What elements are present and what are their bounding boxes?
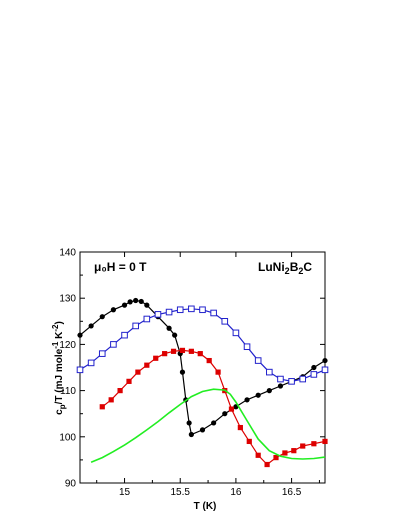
data-point — [98, 350, 106, 357]
data-point — [132, 322, 139, 330]
y-axis-title: cp/T (mJ mole-1 K-2) — [51, 321, 67, 415]
data-point — [87, 359, 95, 367]
data-point — [222, 411, 228, 417]
series-3 — [90, 388, 326, 463]
x-tick-label: 15.5 — [170, 487, 190, 498]
data-point — [188, 431, 194, 438]
data-point — [215, 369, 221, 375]
data-point — [210, 309, 217, 317]
data-point — [246, 438, 252, 445]
data-point — [232, 329, 240, 337]
data-point — [199, 427, 206, 433]
data-point — [127, 299, 133, 305]
data-point — [138, 298, 144, 305]
data-point — [255, 452, 261, 458]
data-point — [117, 388, 123, 394]
plot-frame — [79, 251, 326, 484]
data-point — [126, 378, 132, 384]
field-annotation: μ₀H = 0 T — [94, 260, 147, 274]
data-point — [264, 461, 270, 468]
x-tick-label: 15 — [119, 487, 131, 498]
data-point — [186, 420, 192, 426]
data-point — [288, 378, 295, 385]
y-tick-label: 110 — [60, 386, 76, 397]
data-point — [237, 424, 243, 431]
data-point — [133, 297, 139, 304]
data-point — [179, 369, 186, 375]
data-point — [282, 450, 288, 456]
data-point — [166, 325, 172, 331]
x-tick-label: 16 — [230, 487, 242, 498]
data-point — [135, 369, 141, 375]
plot-series — [76, 297, 329, 468]
y-tick-label: 120 — [59, 340, 76, 351]
data-point — [299, 375, 307, 383]
data-point — [188, 348, 194, 354]
y-tick-label: 140 — [59, 248, 76, 259]
data-point — [197, 351, 203, 357]
compound-annotation: LuNi2B2C — [258, 260, 312, 276]
series-1 — [76, 305, 329, 385]
y-tick-label: 130 — [59, 294, 76, 305]
data-point — [322, 438, 328, 445]
x-tick-label: 16.5 — [282, 487, 302, 498]
data-point — [221, 318, 229, 325]
data-point — [300, 443, 306, 449]
x-axis-title: T (K) — [194, 501, 217, 512]
data-point — [108, 397, 114, 403]
series-line — [90, 388, 326, 463]
data-point — [144, 362, 150, 368]
data-point — [162, 351, 168, 357]
data-point — [254, 357, 262, 364]
series-0 — [77, 297, 328, 438]
data-point — [110, 307, 117, 313]
data-point — [110, 341, 117, 348]
data-point — [99, 314, 105, 320]
data-point — [273, 454, 279, 461]
data-point — [243, 343, 251, 351]
data-point — [76, 366, 84, 374]
data-point — [153, 355, 159, 361]
data-point — [172, 332, 178, 338]
data-point — [311, 364, 317, 371]
data-point — [211, 420, 217, 426]
data-point — [322, 357, 328, 364]
data-point — [176, 306, 184, 314]
data-point — [244, 397, 250, 403]
series-line — [79, 308, 326, 383]
plot-axes: 15 15.5 16 16.5 90 100 110 120 130 140 — [59, 248, 326, 498]
data-point — [266, 388, 272, 394]
series-2 — [99, 347, 328, 468]
data-point — [188, 305, 195, 313]
data-point — [291, 448, 297, 454]
data-point — [88, 323, 94, 329]
data-point — [228, 406, 235, 412]
series-line — [101, 349, 326, 466]
data-point — [170, 348, 177, 354]
data-point — [144, 302, 150, 308]
data-point — [310, 371, 318, 378]
data-point — [154, 311, 162, 318]
data-point — [121, 302, 128, 308]
data-point — [206, 357, 212, 364]
data-point — [121, 331, 128, 339]
y-tick-label: 90 — [65, 479, 77, 490]
data-point — [77, 332, 83, 338]
data-point — [277, 375, 284, 383]
data-point — [179, 347, 186, 354]
data-point — [143, 315, 151, 323]
data-point — [255, 392, 261, 398]
series-line — [79, 299, 326, 436]
data-point — [311, 441, 317, 447]
data-point — [266, 368, 273, 376]
data-point — [199, 306, 206, 314]
data-point — [165, 308, 173, 316]
data-point — [277, 383, 284, 389]
data-point — [99, 404, 105, 410]
y-tick-label: 100 — [59, 432, 76, 443]
data-point — [321, 366, 329, 374]
